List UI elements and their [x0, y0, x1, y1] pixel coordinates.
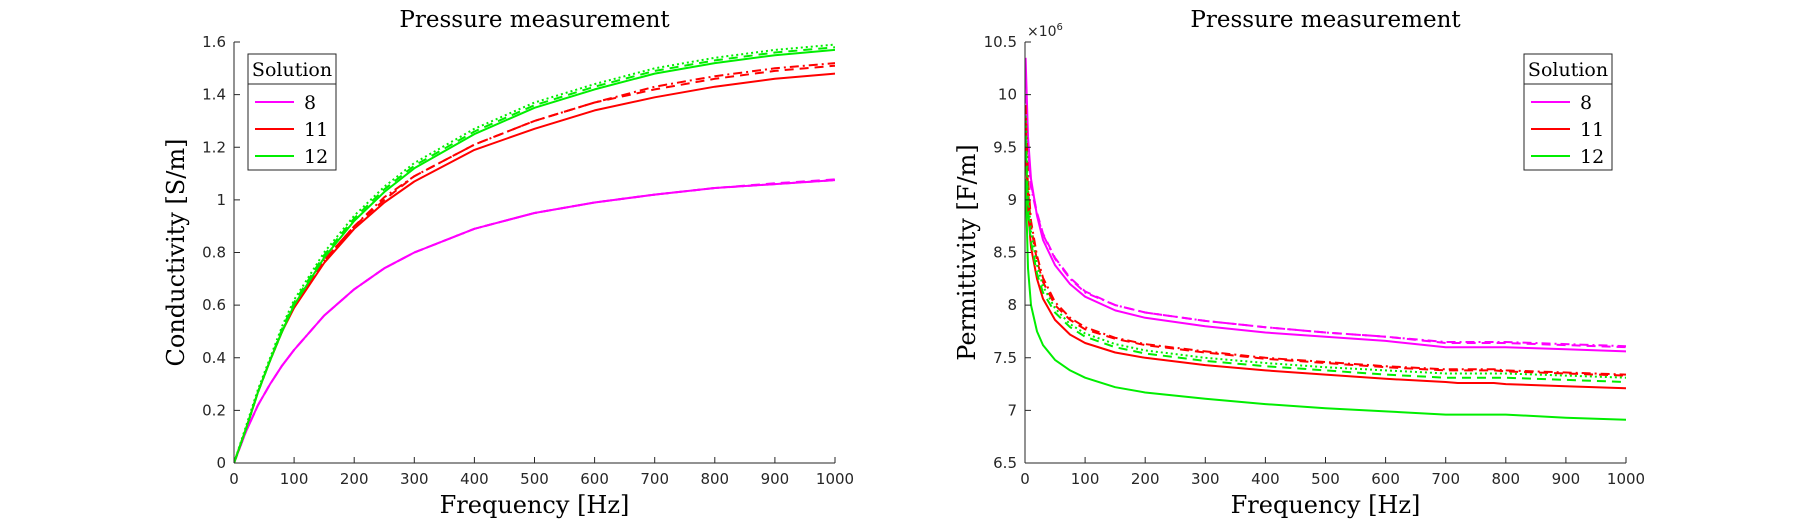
y-axis-label: Permittivity [F/m]: [953, 144, 981, 360]
x-tick-label: 300: [1191, 470, 1220, 488]
y-tick-label: 10: [998, 86, 1017, 104]
legend-entry: 8: [304, 92, 316, 114]
x-tick-label: 200: [340, 470, 369, 488]
x-tick-label: 500: [1311, 470, 1340, 488]
legend: Solution 8 11 12: [247, 53, 337, 171]
legend-entry: 8: [1580, 92, 1592, 114]
y-tick-label: 8.5: [993, 244, 1017, 262]
x-tick-label: 700: [640, 470, 669, 488]
series-line: [234, 46, 835, 463]
series-line: [234, 179, 835, 463]
x-tick-label: 500: [520, 470, 549, 488]
y-tick-label: 8: [1007, 296, 1017, 314]
legend-box: [1523, 53, 1613, 171]
series-line: [1025, 147, 1626, 390]
series-group: [234, 43, 835, 463]
x-tick-label: 400: [460, 470, 489, 488]
y-tick-label: 1.4: [202, 86, 226, 104]
legend-title: Solution: [252, 59, 332, 81]
y-tick-label: 0.8: [202, 244, 226, 262]
chart-title: Pressure measurement: [1190, 7, 1461, 33]
x-tick-label: 800: [1491, 470, 1520, 488]
y-tick-label: 9: [1007, 191, 1017, 209]
y-tick-label: 6.5: [993, 454, 1017, 472]
y-exponent-label: ×106: [1027, 22, 1063, 40]
legend: Solution 8 11 12: [1523, 53, 1613, 171]
x-tick-label: 200: [1131, 470, 1160, 488]
x-tick-label: 1000: [816, 470, 854, 488]
x-tick-label: 900: [1552, 470, 1581, 488]
y-tick-label: 1: [216, 191, 226, 209]
series-line: [234, 43, 835, 463]
x-tick-label: 100: [1071, 470, 1100, 488]
chart-2: 0 100 200 300 400 500 600 700 800 900 1000 6.5 7 7.5 8…: [953, 7, 1645, 519]
series-line: [1025, 105, 1626, 348]
y-tick-label: 9.5: [993, 138, 1017, 156]
x-tick-label: 600: [580, 470, 609, 488]
x-tick-label: 400: [1251, 470, 1280, 488]
x-tick-label: 0: [229, 470, 239, 488]
x-tick-label: 300: [400, 470, 429, 488]
x-tick-label: 800: [700, 470, 729, 488]
x-tick-label: 100: [280, 470, 309, 488]
x-axis-label: Frequency [Hz]: [440, 491, 630, 519]
chart-1: 0 100 200 300 400 500 600 700 800 900 1000 0 0.2 0.4 0…: [162, 7, 854, 519]
y-tick-label: 0: [216, 454, 226, 472]
legend-entry: 11: [1580, 119, 1604, 141]
legend-entry: 12: [304, 146, 328, 168]
x-tick-label: 1000: [1607, 470, 1645, 488]
y-axis-label: Conductivity [S/m]: [162, 139, 190, 367]
x-tick-label: 0: [1020, 470, 1030, 488]
series-line: [1025, 178, 1626, 421]
x-tick-label: 900: [761, 470, 790, 488]
y-tick-label: 7.5: [993, 349, 1017, 367]
legend-box: [247, 53, 337, 171]
y-tick-label: 1.6: [202, 33, 226, 51]
series-group: [1025, 57, 1626, 421]
y-tick-label: 7: [1007, 401, 1017, 419]
series-line: [1025, 105, 1626, 376]
y-tick-label: 10.5: [984, 33, 1017, 51]
legend-entry: 12: [1580, 146, 1604, 168]
chart-title: Pressure measurement: [399, 7, 670, 33]
legend-title: Solution: [1528, 59, 1608, 81]
x-tick-label: 600: [1371, 470, 1400, 488]
y-tick-label: 1.2: [202, 138, 226, 156]
series-line: [1025, 115, 1626, 377]
legend-entry: 11: [304, 119, 328, 141]
series-line: [1025, 136, 1626, 383]
x-tick-label: 700: [1431, 470, 1460, 488]
y-tick-label: 0.2: [202, 401, 226, 419]
x-axis-label: Frequency [Hz]: [1231, 491, 1421, 519]
y-tick-label: 0.6: [202, 296, 226, 314]
y-tick-label: 0.4: [202, 349, 226, 367]
